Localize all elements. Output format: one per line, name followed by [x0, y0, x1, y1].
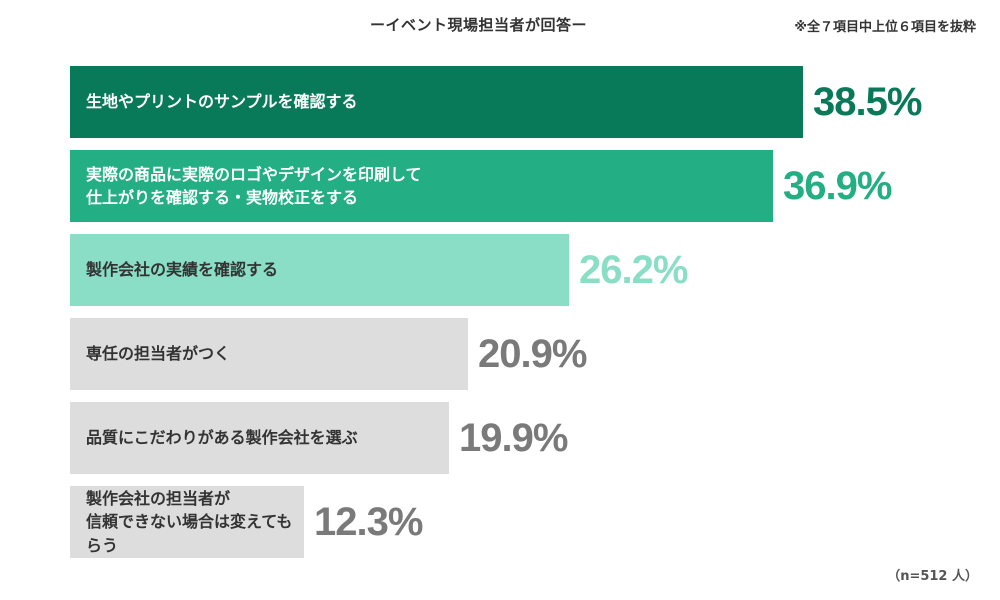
- bar-label-5: 品質にこだわりがある製作会社を選ぶ: [86, 428, 358, 448]
- bar-label-4: 専任の担当者がつく: [86, 344, 231, 364]
- bar-6: 製作会社の担当者が 信頼できない場合は変えてもらう: [70, 486, 304, 558]
- chart-note: ※全７項目中上位６項目を抜粋: [794, 20, 976, 35]
- bar-2: 実際の商品に実際のロゴやデザインを印刷して 仕上がりを確認する・実物校正をする: [70, 150, 773, 222]
- chart-title: ーイベント現場担当者が回答ー: [370, 16, 588, 34]
- bar-value-4: 20.9%: [478, 332, 587, 376]
- bar-label-2: 実際の商品に実際のロゴやデザインを印刷して 仕上がりを確認する・実物校正をする: [86, 164, 422, 207]
- bar-value-3: 26.2%: [579, 248, 688, 292]
- bar-3: 製作会社の実績を確認する: [70, 234, 569, 306]
- bar-value-5: 19.9%: [459, 416, 568, 460]
- bar-5: 品質にこだわりがある製作会社を選ぶ: [70, 402, 449, 474]
- bar-1: 生地やプリントのサンプルを確認する: [70, 66, 803, 138]
- bar-4: 専任の担当者がつく: [70, 318, 468, 390]
- bar-label-6: 製作会社の担当者が 信頼できない場合は変えてもらう: [86, 489, 293, 555]
- bar-value-1: 38.5%: [813, 80, 922, 124]
- bar-label-1: 生地やプリントのサンプルを確認する: [86, 92, 358, 112]
- bar-value-2: 36.9%: [783, 164, 892, 208]
- bar-label-3: 製作会社の実績を確認する: [86, 260, 279, 280]
- sample-size: （n=512 人）: [887, 569, 978, 584]
- bar-value-6: 12.3%: [314, 500, 423, 544]
